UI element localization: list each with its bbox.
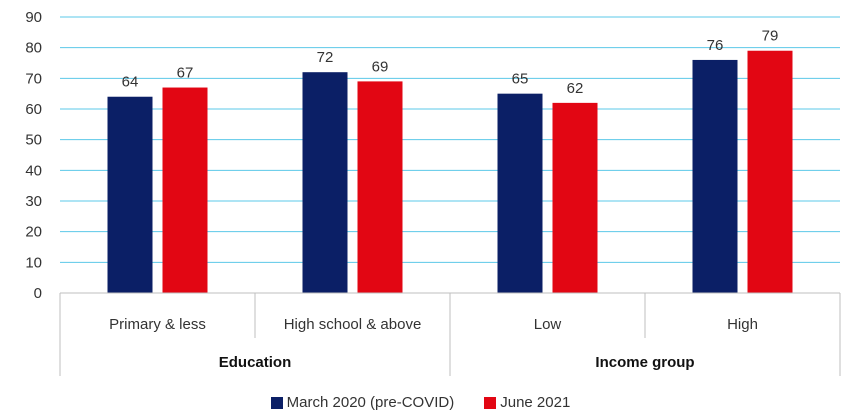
x-tick-label: High bbox=[727, 316, 758, 333]
y-tick-label: 60 bbox=[25, 101, 42, 118]
y-tick-label: 20 bbox=[25, 224, 42, 241]
bar-march-2020 bbox=[302, 72, 348, 293]
data-label: 69 bbox=[372, 58, 389, 75]
bar-june-2021 bbox=[552, 102, 598, 293]
x-tick-label: High school & above bbox=[284, 316, 422, 333]
bar-june-2021 bbox=[357, 81, 403, 294]
y-tick-label: 70 bbox=[25, 70, 42, 87]
legend-item-march-2020: March 2020 (pre-COVID) bbox=[270, 394, 455, 411]
bar-march-2020 bbox=[107, 96, 153, 293]
group-label: Income group bbox=[595, 354, 694, 371]
legend-label-march-2020: March 2020 (pre-COVID) bbox=[286, 394, 455, 411]
y-tick-label: 50 bbox=[25, 132, 42, 149]
bar-june-2021 bbox=[747, 50, 793, 293]
legend-label-june-2021: June 2021 bbox=[500, 394, 571, 411]
y-tick-label: 90 bbox=[25, 9, 42, 26]
bar-june-2021 bbox=[162, 87, 208, 294]
data-label: 65 bbox=[512, 71, 529, 88]
data-label: 67 bbox=[177, 65, 194, 82]
y-tick-label: 0 bbox=[34, 285, 42, 302]
y-tick-label: 40 bbox=[25, 162, 42, 179]
x-tick-label: Primary & less bbox=[109, 316, 206, 333]
data-label: 64 bbox=[122, 74, 139, 91]
data-label: 79 bbox=[762, 28, 779, 45]
y-tick-label: 10 bbox=[25, 254, 42, 271]
group-label: Education bbox=[219, 354, 292, 371]
legend-item-june-2021: June 2021 bbox=[484, 394, 570, 411]
bar-march-2020 bbox=[692, 59, 738, 293]
legend: March 2020 (pre-COVID) June 2021 bbox=[0, 394, 841, 411]
x-tick-label: Low bbox=[534, 316, 562, 333]
legend-swatch-june-2021 bbox=[484, 396, 497, 409]
y-tick-label: 80 bbox=[25, 40, 42, 57]
data-label: 76 bbox=[707, 37, 724, 54]
legend-swatch-march-2020 bbox=[270, 396, 283, 409]
data-label: 62 bbox=[567, 80, 584, 97]
data-label: 72 bbox=[317, 49, 334, 66]
bar-march-2020 bbox=[497, 93, 543, 294]
y-tick-label: 30 bbox=[25, 193, 42, 210]
